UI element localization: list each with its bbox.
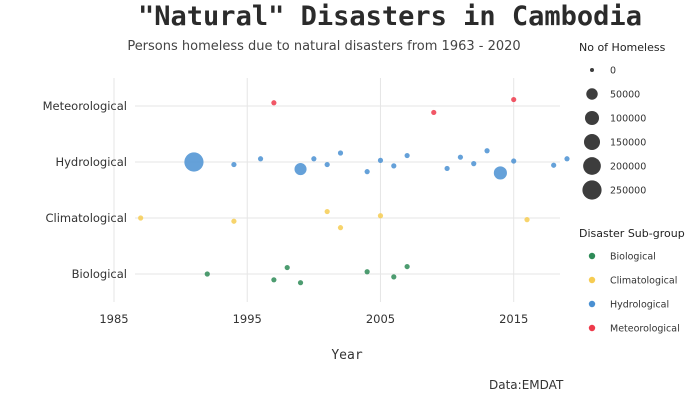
x-tick-labels: 1985 1995 2005 2015 (99, 312, 528, 326)
size-legend-key (582, 180, 602, 200)
color-legend-key (588, 252, 596, 260)
x-axis-title: Year (331, 348, 362, 363)
data-points (138, 96, 570, 286)
data-point (444, 165, 450, 172)
data-point (471, 161, 477, 167)
color-legend-label: Biological (610, 252, 656, 263)
data-point (257, 156, 264, 162)
data-point (324, 208, 330, 215)
grid-lines (113, 78, 560, 302)
data-point (294, 163, 307, 176)
size-legend-key (586, 88, 598, 100)
y-tick-label: Biological (72, 267, 127, 281)
data-point (524, 217, 530, 223)
y-tick-label: Hydrological (55, 155, 127, 169)
data-point (231, 161, 237, 168)
color-legend: Biological Climatological Hydrological Mete… (588, 252, 680, 335)
color-legend-label: Climatological (610, 276, 677, 287)
size-legend-label: 250000 (610, 186, 646, 197)
size-legend-label: 50000 (610, 90, 640, 101)
size-legend-label: 0 (610, 66, 616, 77)
y-tick-label: Meteorological (43, 99, 127, 113)
chart-subtitle: Persons homeless due to natural disaster… (127, 39, 521, 54)
data-point (391, 274, 397, 280)
y-tick-label: Climatological (45, 211, 127, 225)
size-legend-key (583, 133, 601, 151)
size-legend-key (584, 110, 600, 126)
color-legend-key (588, 300, 596, 308)
data-point (324, 161, 330, 168)
data-point (204, 271, 210, 277)
data-point (271, 100, 277, 106)
x-tick-label: 2005 (366, 312, 395, 326)
data-point (297, 280, 304, 286)
size-legend-label: 150000 (610, 138, 646, 149)
color-legend-label: Hydrological (610, 300, 669, 311)
data-point (431, 109, 437, 116)
color-legend-key (588, 324, 596, 332)
size-legend-title: No of Homeless (579, 41, 666, 54)
size-legend-key (590, 68, 594, 72)
data-point (551, 162, 557, 168)
data-point (457, 154, 464, 160)
color-legend-label: Meteorological (610, 324, 680, 335)
data-point (364, 269, 370, 275)
size-legend-key (583, 157, 601, 175)
data-point (184, 152, 204, 172)
data-point (493, 166, 507, 180)
color-legend-key (588, 276, 596, 284)
data-point (377, 157, 384, 163)
data-point (484, 148, 490, 154)
data-point (337, 150, 344, 156)
data-point (564, 156, 570, 162)
data-point (511, 158, 517, 164)
data-point (337, 225, 344, 231)
data-source-caption: Data:EMDAT (489, 378, 564, 392)
data-point (311, 156, 317, 162)
data-point (511, 96, 517, 103)
size-legend-label: 200000 (610, 162, 646, 173)
data-point (138, 215, 144, 221)
data-point (364, 169, 370, 175)
data-point (404, 263, 410, 270)
data-point (271, 277, 277, 283)
size-legend: 0 50000 100000 150000 200000 250000 (582, 66, 646, 200)
x-tick-label: 2015 (499, 312, 528, 326)
data-point (404, 152, 410, 159)
data-point (377, 213, 384, 219)
y-tick-labels: Biological Climatological Hydrological Mete… (43, 99, 127, 281)
color-legend-title: Disaster Sub-group (579, 227, 685, 240)
data-point (231, 218, 237, 224)
x-tick-label: 1985 (99, 312, 128, 326)
data-point (391, 163, 397, 169)
x-tick-label: 1995 (233, 312, 262, 326)
size-legend-label: 100000 (610, 114, 646, 125)
data-point (284, 264, 290, 271)
chart-title: "Natural" Disasters in Cambodia (138, 1, 642, 32)
